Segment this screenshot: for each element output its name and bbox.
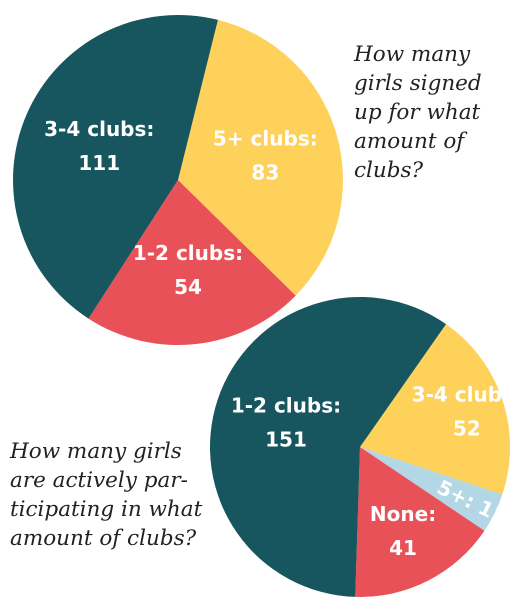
- pie-1-slice-label-line: 1-2 clubs:: [133, 241, 243, 265]
- pie-1-slice-label: 5+ clubs: 83: [213, 126, 318, 184]
- pie-2-slice-label-line: 41: [389, 536, 417, 560]
- pie-1-slice-label-line: 83: [251, 160, 279, 184]
- pie-1-slice: [13, 15, 218, 319]
- pie-1-title: How many girls signed up for what amount…: [354, 40, 482, 185]
- pie-1-slice-label: 1-2 clubs: 54: [133, 241, 243, 299]
- pie-2-title-line: are actively par-: [10, 468, 188, 493]
- pie-1-slice-label-line: 3-4 clubs:: [44, 117, 154, 141]
- pie-1-title-line: girls signed: [354, 71, 482, 96]
- pie-2-title-line: ticipating in what: [10, 497, 203, 522]
- pie-1-slice-label-line: 111: [78, 151, 120, 175]
- pie-2-slice: [360, 447, 503, 531]
- pie-2-title-line: amount of clubs?: [10, 526, 197, 551]
- pie-1-title-line: How many: [354, 42, 471, 67]
- pie-2-title-line: How many girls: [10, 439, 182, 464]
- pie-2-slice: [209, 296, 447, 597]
- pie-2-slice: [360, 324, 510, 495]
- pie-2-slice-label-line: 1-2 clubs:: [231, 393, 341, 417]
- pie-2-slice-label: 3-4 clubs: 52: [412, 383, 522, 441]
- pie-2-slice-label-line: 151: [265, 427, 307, 451]
- pie-2-slice-label: None: 41: [370, 502, 436, 560]
- pie-1-slice: [178, 19, 344, 296]
- pie-2-title: How many girls are actively par- ticipat…: [10, 437, 202, 553]
- pie-1-slice-label-line: 54: [174, 275, 202, 299]
- pie-1-title-line: amount of: [354, 129, 465, 154]
- pie-1-slice: [88, 180, 296, 345]
- pie-1-slice-label-line: 5+ clubs:: [213, 126, 318, 150]
- pie-2-slice-label-line: None:: [370, 502, 436, 526]
- pie-2-slice-label-line: 52: [453, 417, 481, 441]
- pie-1-slice-label: 3-4 clubs: 111: [44, 117, 154, 175]
- pie-1-title-line: up for what: [354, 100, 481, 125]
- pie-2-slice-label-line: 3-4 clubs:: [412, 383, 522, 407]
- pie-1-title-line: clubs?: [354, 158, 424, 183]
- pie-2-slice: [355, 447, 485, 597]
- pie-2-slice-label: 1-2 clubs: 151: [231, 393, 341, 451]
